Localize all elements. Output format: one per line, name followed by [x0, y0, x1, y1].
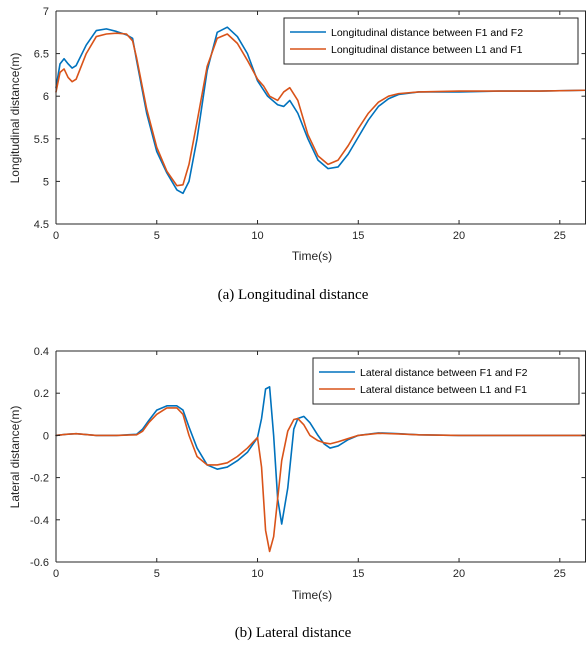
y-tick-label: 6.5	[34, 49, 49, 61]
x-tick-label: 25	[554, 568, 566, 580]
x-tick-label: 20	[453, 230, 465, 242]
y-tick-label: 4.5	[34, 219, 49, 231]
x-tick-label: 0	[53, 230, 59, 242]
caption-a: (a) Longitudinal distance	[218, 287, 369, 303]
y-tick-label: 6	[43, 91, 49, 103]
legend-label-1: Longitudinal distance between L1 and F1	[331, 44, 523, 56]
x-tick-label: 25	[554, 230, 566, 242]
longitudinal-distance-chart: 0 5 10 15 20 25 4.5 5 5.5 6 6.5 7 Time(s) Longitudina…	[8, 6, 586, 263]
x-tick-label: 0	[53, 568, 59, 580]
y-tick-label: -0.2	[30, 473, 49, 485]
legend-box	[312, 357, 580, 405]
caption-b: (b) Lateral distance	[235, 625, 352, 641]
x-tick-label: 10	[251, 230, 263, 242]
y-tick-label: 5	[43, 176, 49, 188]
x-tick-label: 10	[251, 568, 263, 580]
y-tick-label: 0.2	[34, 388, 49, 400]
x-axis-label: Time(s)	[292, 249, 332, 263]
legend-label-0: Lateral distance between F1 and F2	[360, 367, 528, 379]
y-tick-label: 0.4	[34, 346, 49, 358]
legend: Longitudinal distance between F1 and F2 L…	[283, 17, 579, 65]
legend-label-0: Longitudinal distance between F1 and F2	[331, 27, 523, 39]
x-tick-label: 15	[352, 568, 364, 580]
y-tick-label: 5.5	[34, 134, 49, 146]
series-line-0	[55, 26, 586, 195]
y-axis-label: Lateral distance(m)	[8, 406, 22, 509]
legend: Lateral distance between F1 and F2 Latera…	[312, 357, 580, 405]
y-tick-label: 0	[43, 430, 49, 442]
y-tick-label: 7	[43, 6, 49, 18]
y-tick-label: -0.4	[30, 515, 49, 527]
series-line-1	[55, 407, 586, 553]
x-axis-label: Time(s)	[292, 588, 332, 602]
y-axis-label: Longitudinal distance(m)	[8, 53, 22, 184]
x-tick-label: 5	[154, 230, 160, 242]
y-tick-label: -0.6	[30, 557, 49, 569]
legend-label-1: Lateral distance between L1 and F1	[360, 384, 527, 396]
x-tick-label: 20	[453, 568, 465, 580]
legend-box	[283, 17, 579, 65]
x-tick-label: 15	[352, 230, 364, 242]
x-tick-label: 5	[154, 568, 160, 580]
series-line-1	[55, 32, 586, 187]
lateral-distance-chart: 0 5 10 15 20 25 -0.6 -0.4 -0.2 0 0.2 0.4 Time(s) Late…	[8, 346, 586, 602]
